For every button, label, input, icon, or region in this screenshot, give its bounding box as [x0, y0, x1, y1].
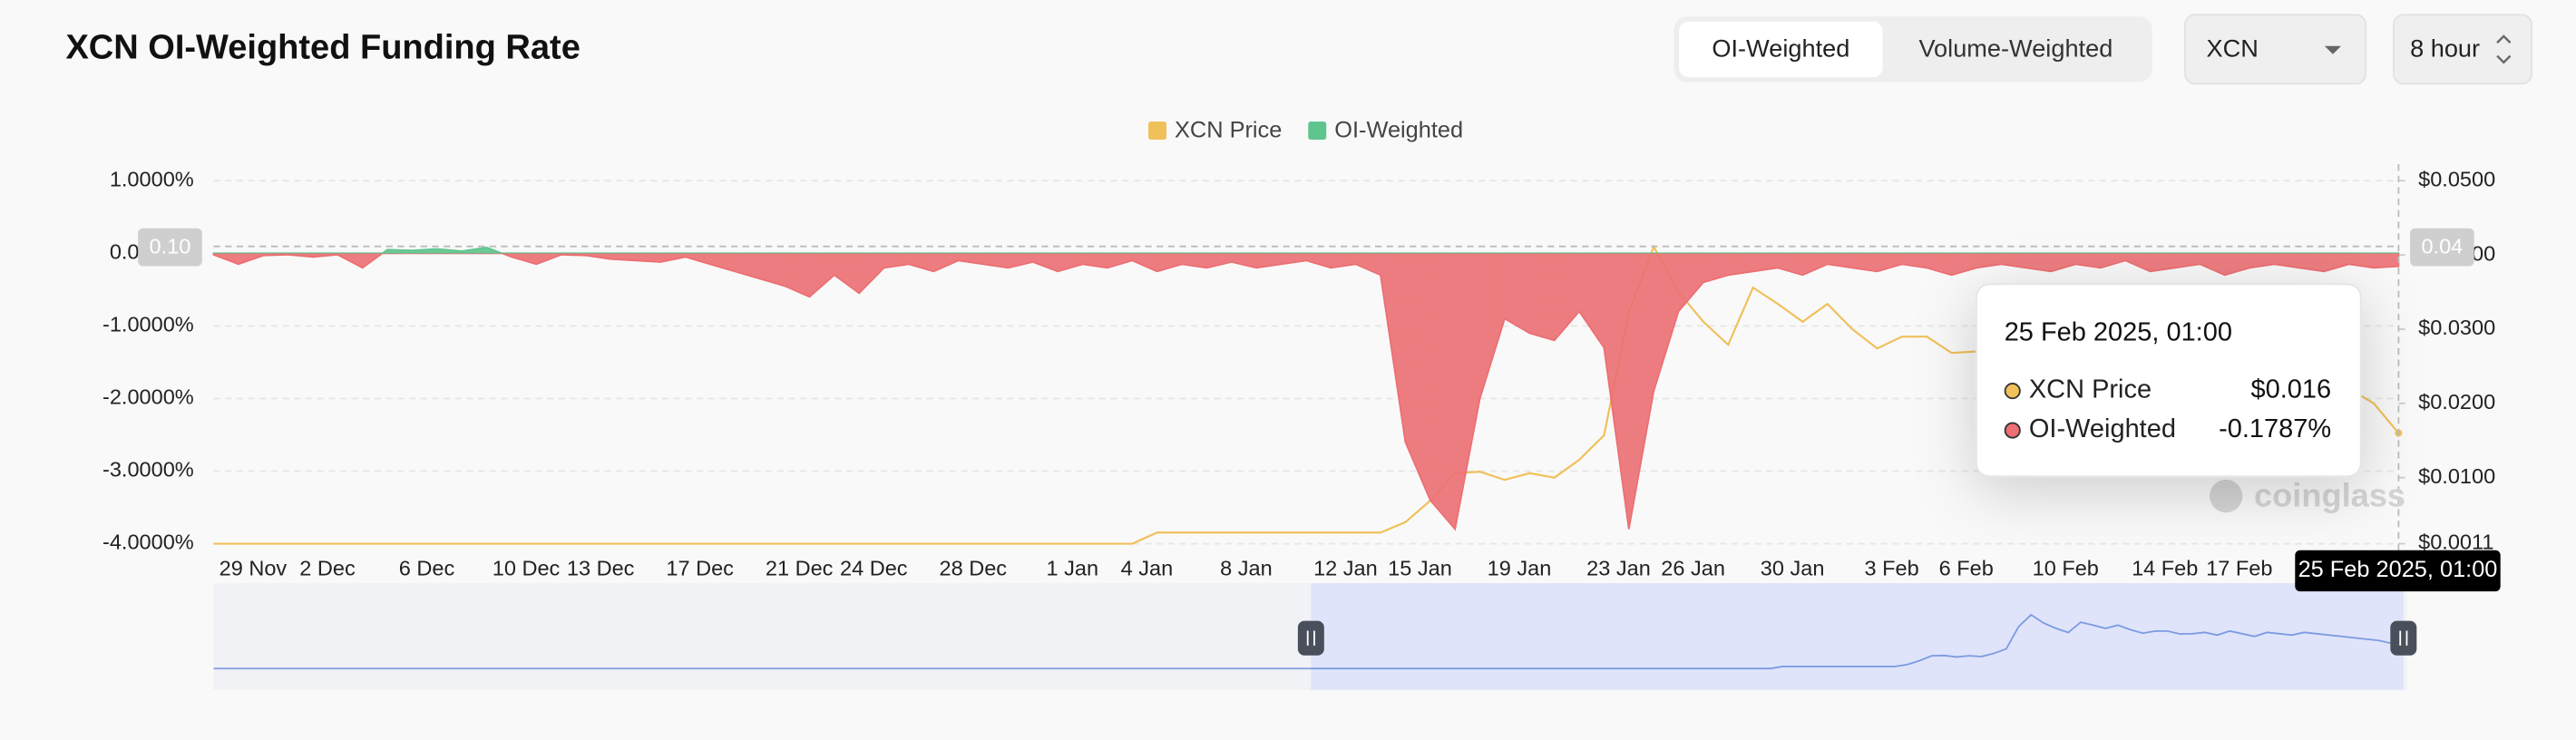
y2-tick-label: $0.0011 — [2418, 531, 2493, 554]
y2-tick-label: $0.0500 — [2418, 167, 2495, 190]
select-value[interactable]: 8 hour — [2410, 34, 2480, 62]
tooltip-value: $0.016 — [2251, 375, 2332, 404]
crosshair-label: 0.10 — [150, 235, 191, 258]
x-tick-label: 4 Jan — [1121, 557, 1174, 580]
x-tick-label: 13 Dec — [567, 557, 635, 580]
chart-title: XCN OI-Weighted Funding Rate — [65, 28, 580, 66]
watermark-icon — [2210, 479, 2243, 513]
x-tick-label: 1 Jan — [1046, 557, 1098, 580]
tooltip-value: -0.1787% — [2219, 414, 2331, 443]
handle-body — [2390, 620, 2417, 656]
handle-body — [1297, 620, 1324, 656]
x-tick-label: 6 Feb — [1939, 557, 1994, 580]
tooltip-series-name: OI-Weighted — [2029, 414, 2176, 443]
crosshair-date-bg — [2295, 550, 2501, 592]
x-tick-label: 19 Jan — [1488, 557, 1552, 580]
y-tick-label: -1.0000% — [102, 313, 194, 336]
handle-grip — [2399, 630, 2408, 646]
navigator-line — [1311, 613, 2405, 670]
x-tick-label: 28 Dec — [939, 557, 1007, 580]
navigator-handle[interactable] — [2390, 620, 2417, 656]
x-tick-label: 24 Dec — [840, 557, 908, 580]
x-tick-label: 10 Dec — [493, 557, 561, 580]
x-tick-label: 21 Dec — [766, 557, 834, 580]
x-tick-label: 2 Dec — [299, 557, 356, 580]
x-tick-label: 23 Jan — [1586, 557, 1651, 580]
navigator-handle[interactable] — [1297, 620, 1324, 656]
crosshair-label-bg — [2410, 228, 2474, 267]
tooltip-box — [1975, 283, 2362, 478]
caret — [2324, 45, 2341, 54]
select-box[interactable] — [2393, 14, 2533, 85]
symbol-select[interactable]: XCN — [2184, 14, 2367, 85]
x-tick-label: 3 Feb — [1865, 557, 1919, 580]
x-tick-label: 17 Dec — [666, 557, 734, 580]
x-tick-label: 30 Jan — [1761, 557, 1825, 580]
x-tick-label: 12 Jan — [1313, 557, 1378, 580]
crosshair-label: 0.04 — [2421, 235, 2463, 258]
x-tick-label: 8 Jan — [1220, 557, 1273, 580]
x-tick-label: 17 Feb — [2206, 557, 2272, 580]
legend-label: OI-Weighted — [1334, 118, 1463, 143]
tab[interactable]: Volume-Weighted — [1918, 34, 2113, 62]
tooltip-dot — [2004, 383, 2021, 400]
crosshair-label-bg — [138, 228, 202, 267]
legend-swatch — [1148, 122, 1166, 140]
y-tick-label: -3.0000% — [102, 458, 194, 482]
area-series — [212, 246, 2400, 531]
x-tick-label: 14 Feb — [2132, 557, 2198, 580]
interval-select[interactable]: 8 hour — [2393, 14, 2533, 85]
tooltip-dot — [2004, 422, 2021, 439]
tooltip: 25 Feb 2025, 01:00 XCN Price $0.016 OI-Weig… — [1975, 283, 2362, 478]
tab[interactable]: OI-Weighted — [1712, 34, 1849, 62]
tab-group: OI-Weighted Volume-Weighted — [1673, 16, 2152, 83]
y2-tick-label: $0.0100 — [2418, 464, 2495, 488]
select-value[interactable]: XCN — [2206, 34, 2258, 62]
y2-tick-label: $0.0200 — [2418, 390, 2495, 414]
navigator-window — [1311, 583, 2404, 690]
select-box[interactable] — [2184, 14, 2367, 85]
tab-active-bg — [1679, 21, 1883, 78]
legend-swatch — [1308, 122, 1327, 140]
y-tick-label: -4.0000% — [102, 531, 194, 554]
tooltip-title: 25 Feb 2025, 01:00 — [2005, 317, 2232, 346]
crosshair-date: 25 Feb 2025, 01:00 — [2298, 557, 2498, 582]
y-tick-label: -2.0000% — [102, 385, 194, 409]
x-tick-label: 6 Dec — [399, 557, 455, 580]
x-tick-label: 26 Jan — [1661, 557, 1725, 580]
stepper-icon — [2496, 34, 2512, 64]
y-tick-label: 1.0000% — [110, 167, 194, 190]
handle-grip — [1306, 630, 1315, 646]
y2-tick-label: $0.0300 — [2418, 316, 2495, 339]
watermark: coinglass — [2254, 476, 2405, 513]
tooltip-series-name: XCN Price — [2029, 375, 2152, 404]
x-tick-label: 10 Feb — [2033, 557, 2099, 580]
x-tick-label: 15 Jan — [1388, 557, 1452, 580]
x-tick-label: 29 Nov — [220, 557, 288, 580]
legend-label: XCN Price — [1175, 118, 1282, 143]
